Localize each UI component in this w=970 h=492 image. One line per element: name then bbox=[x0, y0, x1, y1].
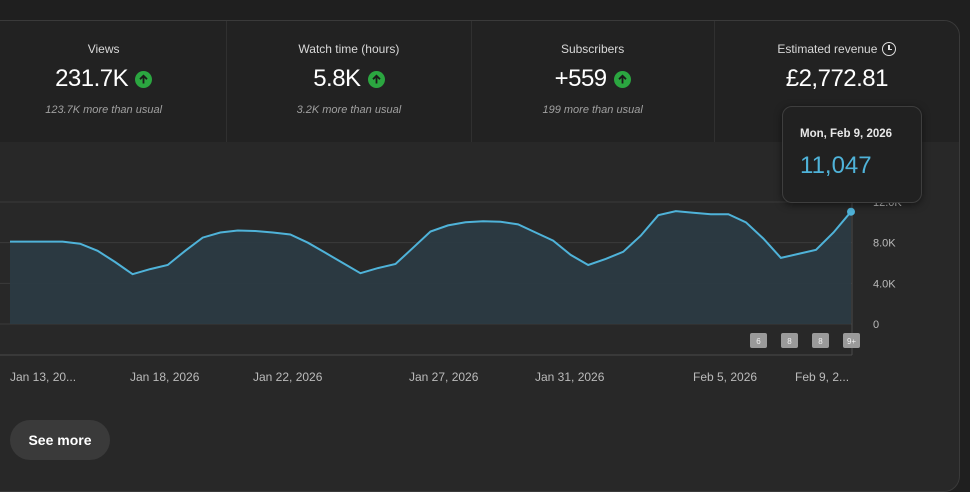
badge-label: 6 bbox=[756, 337, 761, 346]
y-tick-label: 0 bbox=[873, 319, 879, 331]
x-tick-label: Feb 5, 2026 bbox=[693, 370, 757, 384]
x-tick-label: Jan 18, 2026 bbox=[130, 370, 200, 384]
data-point[interactable] bbox=[847, 208, 855, 216]
badge-label: 8 bbox=[787, 337, 792, 346]
x-tick-label: Jan 31, 2026 bbox=[535, 370, 605, 384]
x-tick-label: Jan 27, 2026 bbox=[409, 370, 479, 384]
badge-label: 9+ bbox=[847, 337, 856, 346]
x-tick-label: Feb 9, 2... bbox=[795, 370, 849, 384]
x-tick-label: Jan 22, 2026 bbox=[253, 370, 323, 384]
y-tick-label: 8.0K bbox=[873, 238, 896, 250]
tooltip-value: 11,047 bbox=[800, 152, 872, 180]
tooltip-date: Mon, Feb 9, 2026 bbox=[800, 128, 892, 140]
see-more-button[interactable]: See more bbox=[10, 420, 110, 460]
area-fill bbox=[10, 211, 851, 324]
badge-label: 8 bbox=[818, 337, 823, 346]
x-tick-label: Jan 13, 20... bbox=[10, 370, 76, 384]
y-tick-label: 4.0K bbox=[873, 278, 896, 290]
chart-tooltip: Mon, Feb 9, 2026 11,047 bbox=[782, 106, 922, 203]
